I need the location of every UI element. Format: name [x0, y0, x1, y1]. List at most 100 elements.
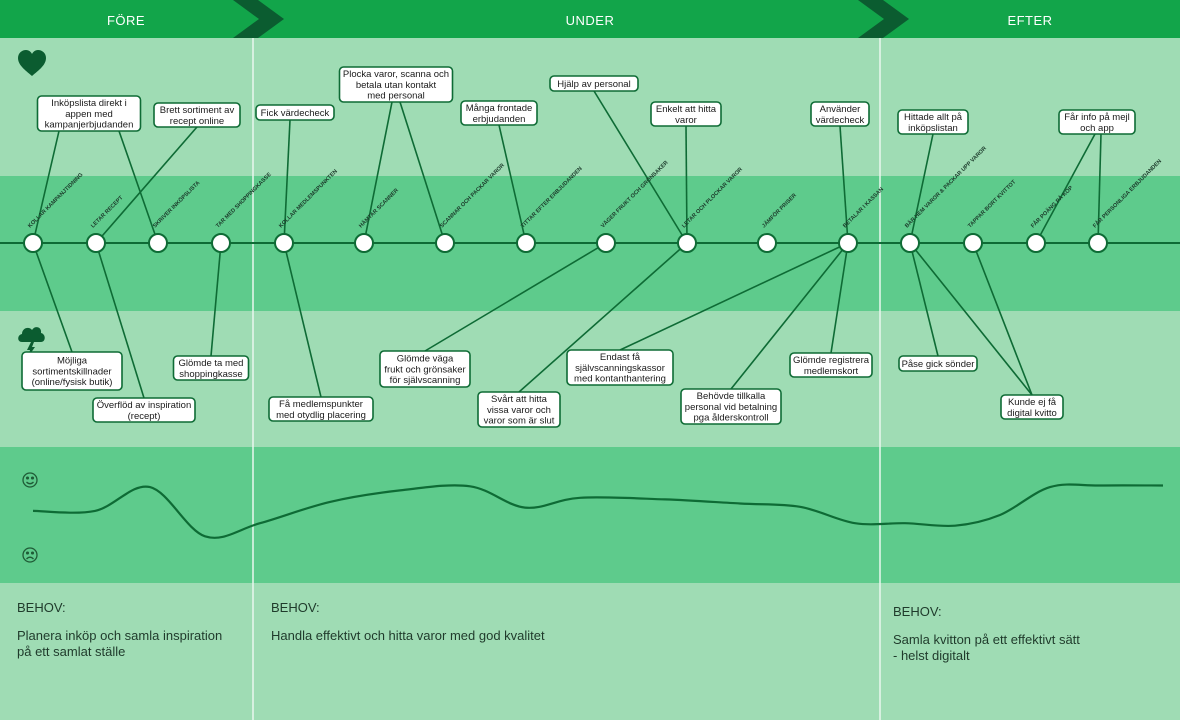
note-frame [898, 355, 978, 372]
negative-note: Överflöd av inspiration(recept) [92, 397, 196, 423]
note-line: Använder [820, 104, 861, 115]
note-connector [909, 242, 1033, 396]
band-needs [0, 583, 1180, 720]
note-line: Behövde tillkalla [697, 391, 766, 402]
note-line: Plocka varor, scanna och [343, 69, 449, 80]
note-line: sortimentskillnader [32, 366, 111, 377]
smiley-sad-icon [22, 547, 38, 563]
negative-note: Möjligasortimentskillnader(online/fysisk… [21, 351, 123, 391]
note-line: frukt och grönsaker [384, 364, 465, 375]
note-line: varor som är slut [484, 416, 555, 427]
note-line: med otydlig placering [276, 410, 366, 421]
phase-fore-label: FÖRE [107, 13, 145, 28]
note-connector [363, 101, 393, 244]
note-line: värdecheck [816, 115, 865, 126]
note-line: och app [1080, 123, 1114, 134]
note-connector [32, 130, 60, 244]
note-frame [255, 104, 335, 121]
note-line: med personal [367, 91, 425, 102]
note-line: Hjälp av personal [557, 79, 630, 90]
emotion-curve [32, 483, 1164, 539]
note-line: Inköpslista direkt i [51, 98, 127, 109]
note-frame [810, 101, 870, 127]
note-line: Många frontade [466, 103, 533, 114]
note-line: recept online [170, 116, 224, 127]
note-frame [460, 100, 538, 126]
note-line: (online/fysisk butik) [32, 377, 113, 388]
note-line: pga ålderskontroll [694, 413, 769, 424]
note-frame [21, 351, 123, 391]
note-connector [518, 242, 688, 393]
note-line: Påse gick sönder [902, 359, 975, 370]
note-connector [730, 242, 849, 390]
note-frame [92, 397, 196, 423]
step-node [516, 233, 536, 253]
note-connector [1035, 133, 1096, 244]
note-line: inköpslistan [908, 123, 958, 134]
step-node [963, 233, 983, 253]
need-title: BEHOV: [893, 604, 942, 619]
band-emotion [0, 447, 1180, 583]
note-connector [972, 242, 1033, 396]
note-line: Glömde registrera [793, 355, 870, 366]
note-line: varor [675, 115, 697, 126]
note-line: kampanjerbjudanden [45, 120, 134, 131]
positive-note: Fick värdecheck [255, 104, 335, 121]
note-frame [36, 95, 142, 132]
note-line: betala utan kontakt [356, 80, 437, 91]
note-connector [909, 242, 939, 357]
need-fore: BEHOV: Planera inköp och samla inspirati… [17, 600, 242, 660]
note-line: Brett sortiment av [160, 105, 235, 116]
step-node [86, 233, 106, 253]
note-connector [118, 130, 159, 244]
need-title: BEHOV: [271, 600, 320, 615]
note-line: appen med [65, 109, 113, 120]
note-frame [379, 350, 471, 388]
note-line: erbjudanden [473, 114, 526, 125]
phase-arrow [858, 0, 909, 38]
step-node [354, 233, 374, 253]
negative-note: Påse gick sönder [898, 355, 978, 372]
smiley-happy-icon [22, 472, 38, 488]
note-connector [283, 242, 322, 398]
need-under: BEHOV: Handla effektivt och hitta varor … [271, 600, 861, 644]
step-node [677, 233, 697, 253]
step-node [900, 233, 920, 253]
need-text: Planera inköp och samla inspiration på e… [17, 628, 223, 659]
note-connector [498, 124, 527, 244]
note-line: Hittade allt på [904, 112, 963, 123]
note-connector [830, 242, 849, 354]
note-connector [619, 242, 849, 351]
note-line: vissa varor och [487, 405, 551, 416]
note-frame [268, 396, 374, 422]
note-connector [839, 125, 849, 244]
note-connector [1097, 133, 1102, 244]
step-node [435, 233, 455, 253]
step-node [211, 233, 231, 253]
note-frame [172, 355, 250, 381]
step-node [596, 233, 616, 253]
note-connector [593, 90, 688, 244]
note-line: självscanningskassor [575, 363, 665, 374]
note-line: Överflöd av inspiration [97, 400, 192, 411]
step-node [23, 233, 43, 253]
need-title: BEHOV: [17, 600, 66, 615]
need-text: Handla effektivt och hitta varor med god… [271, 628, 545, 643]
note-line: Enkelt att hitta [656, 104, 717, 115]
note-frame [477, 391, 561, 428]
note-frame [1000, 394, 1064, 420]
note-frame [153, 102, 241, 128]
note-line: Få medlemspunkter [279, 399, 363, 410]
step-node [1026, 233, 1046, 253]
